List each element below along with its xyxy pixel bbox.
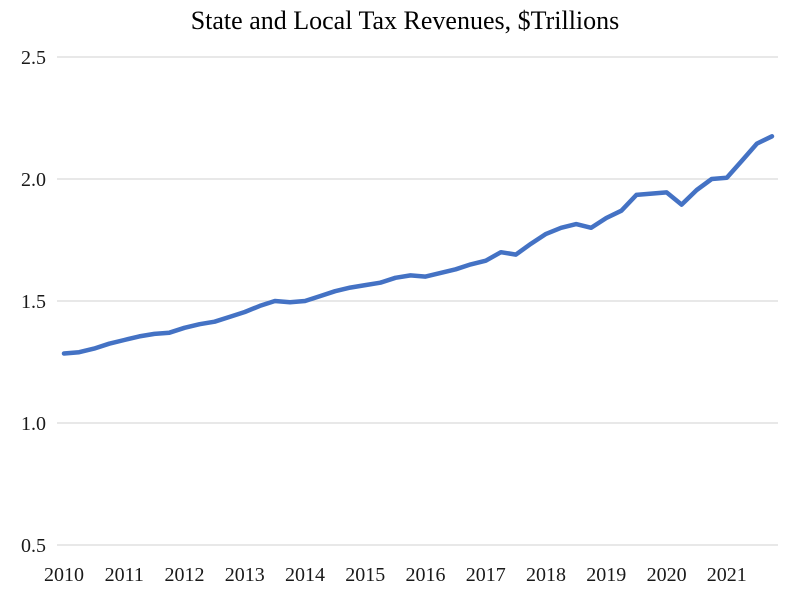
revenue-line-series: [61, 134, 775, 356]
y-axis-tick-label: 1.0: [21, 413, 46, 435]
y-axis-tick-label: 2.5: [21, 47, 46, 69]
x-axis-tick-label: 2015: [345, 564, 385, 586]
x-axis-tick-label: 2010: [44, 564, 84, 586]
x-axis-tick-label: 2014: [285, 564, 325, 586]
y-axis-tick-label: 0.5: [21, 535, 46, 557]
x-axis-tick-label: 2019: [586, 564, 626, 586]
x-axis-tick-label: 2011: [105, 564, 144, 586]
chart-title: State and Local Tax Revenues, $Trillions: [190, 6, 620, 35]
y-axis-tick-label: 1.5: [21, 291, 46, 313]
x-axis-tick-label: 2018: [526, 564, 566, 586]
y-axis-tick-label: 2.0: [21, 169, 46, 191]
x-axis-tick-label: 2021: [707, 564, 747, 586]
x-axis-tick-label: 2012: [165, 564, 205, 586]
x-axis-tick-label: 2013: [225, 564, 265, 586]
x-axis-tick-label: 2017: [466, 564, 506, 586]
x-axis-tick-label: 2016: [406, 564, 446, 586]
x-axis-tick-label: 2020: [647, 564, 687, 586]
